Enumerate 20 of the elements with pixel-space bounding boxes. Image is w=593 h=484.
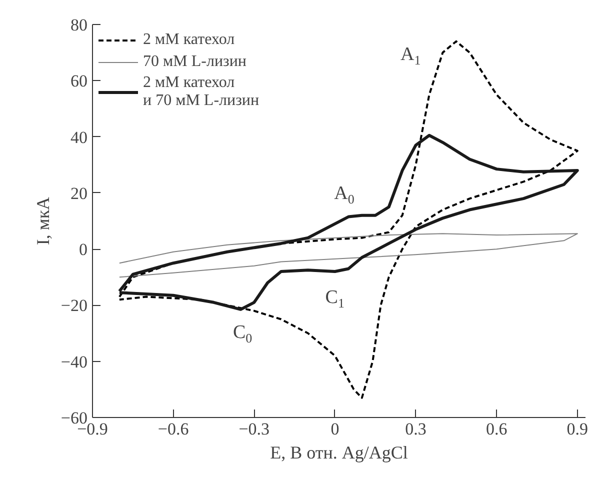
legend-label: 2 мМ катехол и 70 мМ L-лизин [143, 74, 260, 110]
x-tick-label: −0.3 [238, 420, 270, 438]
x-tick-label: −0.6 [158, 420, 189, 438]
y-tick-label: −20 [60, 296, 88, 316]
x-tick-label: 0.3 [405, 420, 426, 438]
line-series [118, 134, 579, 311]
legend-label: 70 мМ L-лизин [143, 52, 246, 72]
y-tick-label: 80 [70, 16, 88, 34]
legend-label: 2 мМ катехол [143, 30, 235, 50]
x-axis-title: E, В отн. Ag/AgCl [270, 442, 408, 462]
y-tick-label: 60 [70, 72, 88, 91]
line-series [118, 233, 578, 278]
y-tick-label: 20 [70, 184, 88, 203]
x-tick-label: 0 [330, 420, 340, 438]
x-tick-label: 0.6 [486, 420, 508, 438]
y-axis-title: I, мкА [32, 196, 53, 246]
y-tick-label: 0 [79, 240, 88, 260]
y-tick-label: −40 [60, 352, 88, 372]
y-tick-label: 40 [70, 128, 88, 147]
x-tick-label: 0.9 [566, 420, 588, 438]
